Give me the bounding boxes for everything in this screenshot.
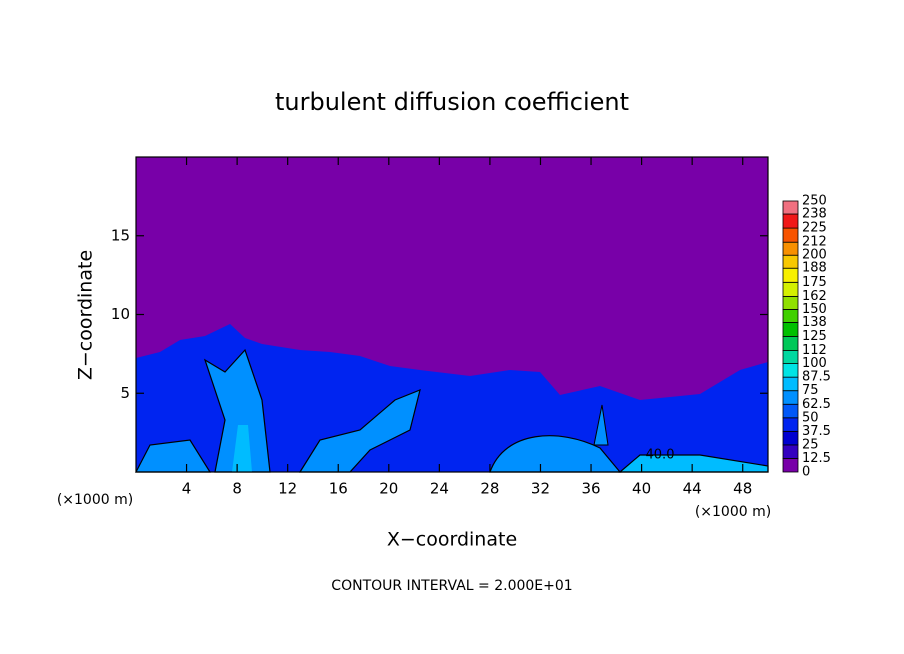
field-region <box>489 435 622 473</box>
colorbar-swatch <box>782 254 799 269</box>
x-tick-label: 48 <box>733 480 752 498</box>
colorbar-swatch <box>782 295 799 310</box>
x-tick-label: 4 <box>182 480 192 498</box>
colorbar-label: 112 <box>802 343 827 358</box>
colorbar-label: 12.5 <box>802 451 831 466</box>
colorbar-label: 100 <box>802 356 827 371</box>
field-region <box>136 324 768 472</box>
field-region <box>203 348 271 473</box>
y-tick-label: 10 <box>111 305 130 323</box>
colorbar-label: 188 <box>802 261 827 276</box>
x-unit-label: (×1000 m) <box>695 504 771 520</box>
colorbar-swatch <box>782 430 799 446</box>
x-tick-label: 12 <box>278 480 297 498</box>
colorbar-label: 225 <box>802 221 827 236</box>
colorbar-swatch <box>782 281 799 297</box>
x-tick-label: 24 <box>430 480 449 498</box>
colorbar-swatch <box>782 336 799 351</box>
colorbar-swatch <box>782 267 799 283</box>
colorbar-swatch <box>782 444 799 459</box>
colorbar-label: 25 <box>802 437 819 452</box>
colorbar-label: 250 <box>802 194 827 209</box>
y-tick-label: 5 <box>120 384 130 402</box>
x-tick-label: 36 <box>581 480 600 498</box>
contour-label: 40.0 <box>646 448 675 463</box>
x-tick-label: 16 <box>329 480 348 498</box>
colorbar-label: 75 <box>802 383 819 398</box>
colorbar-swatch <box>782 308 799 323</box>
field-region <box>232 425 252 472</box>
colorbar-label: 150 <box>802 302 827 317</box>
contour-field <box>135 157 769 473</box>
colorbar-swatch <box>782 390 799 405</box>
colorbar-swatch <box>782 403 799 419</box>
x-tick-label: 28 <box>480 480 499 498</box>
y-axis-label: Z−coordinate <box>75 250 97 380</box>
colorbar-swatch <box>782 417 799 432</box>
x-tick-label: 32 <box>531 480 550 498</box>
y-tick-label: 15 <box>111 226 130 244</box>
colorbar-swatch <box>782 213 799 229</box>
colorbar-label: 87.5 <box>802 370 831 385</box>
x-tick-label: 40 <box>632 480 651 498</box>
colorbar-label: 125 <box>802 329 827 344</box>
colorbar-swatch <box>782 200 799 215</box>
colorbar-swatch <box>782 227 799 243</box>
colorbar-swatch <box>782 376 799 392</box>
x-tick-label: 20 <box>379 480 398 498</box>
field-region <box>298 389 421 473</box>
colorbar-label: 162 <box>802 289 827 304</box>
colorbar-label: 200 <box>802 248 827 263</box>
colorbar-label: 138 <box>802 315 827 330</box>
colorbar-swatch <box>782 458 799 473</box>
colorbar-swatch <box>782 363 799 378</box>
x-tick-label: 44 <box>683 480 702 498</box>
x-unit-label: (×1000 m) <box>57 492 133 508</box>
colorbar-label: 175 <box>802 275 827 290</box>
x-axis-label: X−coordinate <box>387 529 517 551</box>
colorbar-label: 37.5 <box>802 424 831 439</box>
colorbar-label: 212 <box>802 235 827 250</box>
colorbar-swatch <box>782 241 799 256</box>
colorbar-label: 50 <box>802 410 819 425</box>
colorbar-label: 238 <box>802 207 827 222</box>
colorbar-swatch <box>782 350 799 365</box>
field-region <box>593 404 609 446</box>
colorbar-swatch <box>782 322 799 337</box>
footer-note: CONTOUR INTERVAL = 2.000E+01 <box>331 578 572 594</box>
colorbar-label: 0 <box>802 465 810 480</box>
x-tick-label: 8 <box>232 480 242 498</box>
chart-title: turbulent diffusion coefficient <box>275 88 629 116</box>
colorbar-label: 62.5 <box>802 397 831 412</box>
